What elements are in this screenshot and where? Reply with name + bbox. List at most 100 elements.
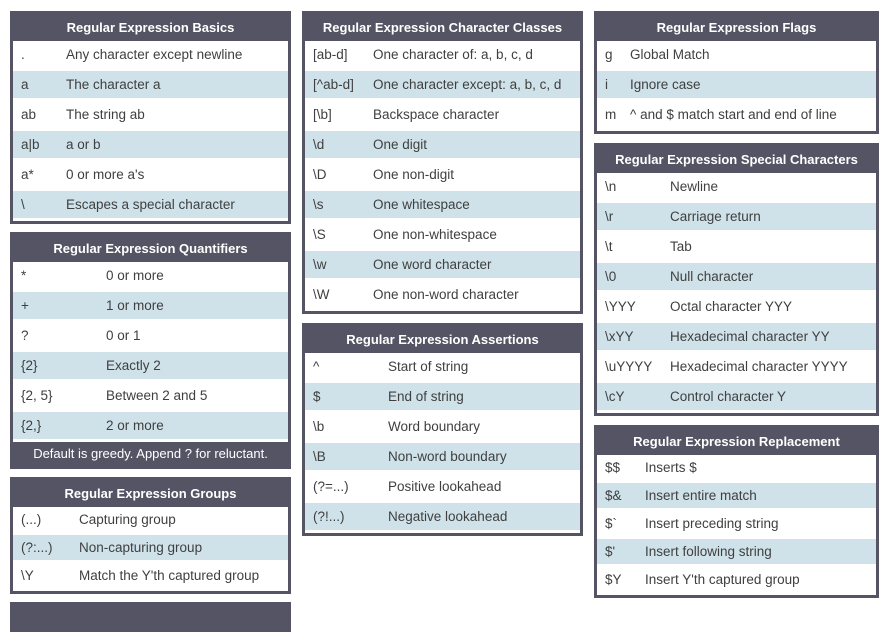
- pattern-code: \xYY: [605, 329, 634, 344]
- pattern-code: $`: [605, 516, 618, 531]
- pattern-description: Hexadecimal character YYYY: [670, 359, 848, 374]
- pattern-description: Carriage return: [670, 209, 761, 224]
- pattern-code: +: [21, 298, 29, 313]
- table-quantifiers: Regular Expression Quantifiers * 0 or mor…: [10, 232, 291, 469]
- pattern-code: {2,}: [21, 418, 42, 433]
- pattern-code: \b: [313, 419, 325, 434]
- column-middle: Regular Expression Character Classes [ab…: [302, 11, 583, 536]
- table-special-characters: Regular Expression Special Characters \n…: [594, 143, 879, 416]
- table-quantifiers-body: * 0 or more +1 or more? 0 or 1 {2} Exactly 2{…: [13, 262, 288, 442]
- table-groups-body: (...) Capturing group (?:...) Non-capturing…: [13, 507, 288, 591]
- table-row: $` Insert preceding string: [597, 511, 876, 539]
- pattern-description: Insert following string: [645, 544, 772, 559]
- table-row: ? 0 or 1: [13, 322, 288, 352]
- table-row: \w One word character: [305, 251, 580, 281]
- pattern-description: One non-digit: [373, 167, 455, 182]
- table-row: $Y Insert Y'th captured group: [597, 567, 876, 595]
- pattern-code: .: [21, 47, 25, 62]
- pattern-code: (?:...): [21, 540, 53, 555]
- pattern-code: (...): [21, 512, 42, 527]
- table-row: m ^ and $ match start and end of line: [597, 101, 876, 131]
- table-flags-title: Regular Expression Flags: [597, 14, 876, 41]
- table-row: (...) Capturing group: [13, 507, 288, 535]
- table-row: [\b] Backspace character: [305, 101, 580, 131]
- table-groups: Regular Expression Groups (...) Capturing…: [10, 477, 291, 594]
- pattern-description: 0 or more: [106, 268, 164, 283]
- pattern-code: g: [605, 47, 613, 62]
- table-row: $$ Inserts $: [597, 455, 876, 483]
- table-row: a* 0 or more a's: [13, 161, 288, 191]
- pattern-description: One word character: [373, 257, 492, 272]
- table-character-classes-body: [ab-d] One character of: a, b, c, d [^ab-d…: [305, 41, 580, 311]
- table-row: \Y Match the Y'th captured group: [13, 563, 288, 591]
- table-row: (?!...) Negative lookahead: [305, 503, 580, 533]
- pattern-description: One character of: a, b, c, d: [373, 47, 533, 62]
- pattern-code: \cY: [605, 389, 625, 404]
- pattern-code: ?: [21, 328, 29, 343]
- pattern-description: Escapes a special character: [66, 197, 235, 212]
- table-flags-body: g Global Match i Ignore case m ^ and $ match …: [597, 41, 876, 131]
- pattern-description: One digit: [373, 137, 428, 152]
- table-row: . Any character except newline: [13, 41, 288, 71]
- pattern-description: 0 or 1: [106, 328, 141, 343]
- pattern-code: (?!...): [313, 509, 345, 524]
- table-basics-title: Regular Expression Basics: [13, 14, 288, 41]
- pattern-description: Non-word boundary: [388, 449, 507, 464]
- pattern-description: Negative lookahead: [388, 509, 508, 524]
- pattern-code: *: [21, 268, 27, 283]
- column-right: Regular Expression Flags g Global Match i I…: [594, 11, 879, 598]
- table-row: (?:...) Non-capturing group: [13, 535, 288, 563]
- column-left: Regular Expression Basics . Any character…: [10, 11, 291, 632]
- table-assertions: Regular Expression Assertions ^ Start of …: [302, 323, 583, 536]
- pattern-code: [ab-d]: [313, 47, 348, 62]
- pattern-code: {2, 5}: [21, 388, 53, 403]
- table-special-characters-title: Regular Expression Special Characters: [597, 146, 876, 173]
- table-row: {2, 5} Between 2 and 5: [13, 382, 288, 412]
- pattern-code: a|b: [21, 137, 40, 152]
- pattern-code: $$: [605, 460, 621, 475]
- pattern-code: $': [605, 544, 616, 559]
- pattern-description: Match the Y'th captured group: [79, 568, 260, 583]
- pattern-description: Any character except newline: [66, 47, 243, 62]
- table-replacement: Regular Expression Replacement $$ Inserts…: [594, 425, 879, 598]
- pattern-code: $: [313, 389, 321, 404]
- pattern-description: Positive lookahead: [388, 479, 502, 494]
- pattern-description: Inserts $: [645, 460, 697, 475]
- table-row: \S One non-whitespace: [305, 221, 580, 251]
- table-row: $& Insert entire match: [597, 483, 876, 511]
- table-row: (?=...) Positive lookahead: [305, 473, 580, 503]
- table-row: * 0 or more: [13, 262, 288, 292]
- pattern-description: Octal character YYY: [670, 299, 793, 314]
- table-row: \ Escapes a special character: [13, 191, 288, 221]
- pattern-code: \w: [313, 257, 327, 272]
- pattern-code: $&: [605, 488, 622, 503]
- pattern-description: Backspace character: [373, 107, 500, 122]
- pattern-description: Word boundary: [388, 419, 481, 434]
- pattern-description: Ignore case: [630, 77, 701, 92]
- table-basics-body: . Any character except newline a The charac…: [13, 41, 288, 221]
- pattern-description: ^ and $ match start and end of line: [630, 107, 837, 122]
- pattern-description: Between 2 and 5: [106, 388, 208, 403]
- table-basics: Regular Expression Basics . Any character…: [10, 11, 291, 224]
- table-row: \d One digit: [305, 131, 580, 161]
- table-row: \xYY Hexadecimal character YY: [597, 323, 876, 353]
- pattern-code: m: [605, 107, 617, 122]
- table-row: \0 Null character: [597, 263, 876, 293]
- table-row: g Global Match: [597, 41, 876, 71]
- table-row: \r Carriage return: [597, 203, 876, 233]
- table-quantifiers-title: Regular Expression Quantifiers: [13, 235, 288, 262]
- pattern-code: {2}: [21, 358, 38, 373]
- pattern-description: Capturing group: [79, 512, 176, 527]
- table-row: \B Non-word boundary: [305, 443, 580, 473]
- pattern-code: \W: [313, 287, 330, 302]
- table-special-characters-body: \n Newline \r Carriage return \t Tab \0 Null ch…: [597, 173, 876, 413]
- table-row: [^ab-d] One character except: a, b, c, d: [305, 71, 580, 101]
- pattern-code: a: [21, 77, 29, 92]
- pattern-code: \S: [313, 227, 326, 242]
- pattern-code: a*: [21, 167, 34, 182]
- pattern-description: Non-capturing group: [79, 540, 203, 555]
- pattern-code: [^ab-d]: [313, 77, 354, 92]
- pattern-description: Newline: [670, 179, 719, 194]
- pattern-code: \n: [605, 179, 617, 194]
